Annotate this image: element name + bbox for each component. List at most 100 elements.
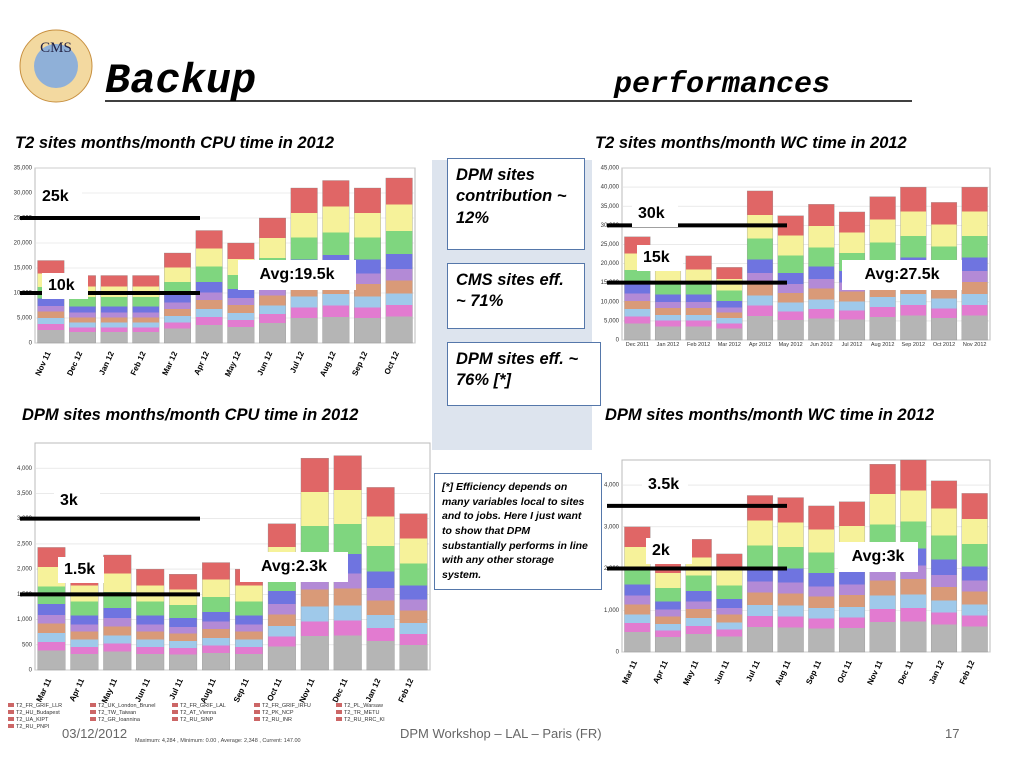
- x-tick-label: Nov 11: [34, 350, 53, 378]
- callout: DPM sites eff. ~ 76% [*]: [447, 342, 601, 406]
- x-tick-label: Mar 2012: [718, 342, 741, 348]
- x-tick-label: Jun 11: [133, 677, 152, 704]
- x-tick-label: Jun 12: [255, 350, 274, 377]
- legend-entry: T2_RU_INR: [254, 717, 336, 723]
- callout: DPM sites contribution ~ 12%: [447, 158, 585, 250]
- y-tick-label: 500: [22, 642, 33, 648]
- x-tick-label: Apr 11: [651, 659, 670, 685]
- bar: [746, 495, 774, 653]
- y-tick-label: 3,000: [604, 524, 620, 530]
- x-tick-label: May 11: [100, 677, 119, 705]
- bar: [777, 215, 804, 341]
- y-tick-label: 2,000: [17, 567, 33, 573]
- y-tick-label: 20,000: [601, 261, 620, 267]
- x-tick-label: May 11: [681, 659, 700, 687]
- footer-date: 03/12/2012: [62, 726, 128, 741]
- y-tick-label: 35,000: [14, 166, 33, 172]
- reference-label-box: [42, 273, 88, 299]
- y-tick-label: 30,000: [14, 191, 33, 197]
- x-tick-label: Oct 11: [836, 659, 855, 685]
- reference-label: 3k: [60, 492, 78, 509]
- x-tick-label: Oct 2012: [933, 342, 955, 348]
- x-tick-label: Sep 2012: [902, 342, 926, 348]
- x-tick-label: Jun 11: [712, 659, 731, 686]
- bar: [227, 242, 255, 344]
- bar: [685, 255, 712, 341]
- average-box: [838, 542, 918, 572]
- footer-center: DPM Workshop – LAL – Paris (FR): [400, 726, 602, 741]
- x-tick-label: Jul 2012: [842, 342, 863, 348]
- legend-entry: T2_RU_PNPI: [8, 724, 90, 730]
- plot-area: [621, 167, 991, 341]
- reference-label: 30k: [638, 205, 665, 222]
- bar: [366, 487, 395, 671]
- plot-area: [34, 167, 416, 344]
- reference-label-box: [642, 472, 688, 498]
- bar: [624, 526, 651, 653]
- reference-label-box: [637, 245, 683, 271]
- bar: [234, 568, 263, 671]
- x-tick-label: Dec 11: [331, 677, 350, 704]
- legend-entry: T2_FR_GRIF_LAL: [172, 703, 254, 709]
- legend-entry: T2_PL_Warsaw: [336, 703, 418, 709]
- y-tick-label: 5,000: [17, 316, 33, 322]
- reference-label-box: [36, 184, 82, 210]
- y-tick-label: 25,000: [601, 242, 620, 248]
- logo-core: [34, 44, 78, 88]
- legend: T2_FR_GRIF_LLR T2_UK_London_Brunel T2_FR_G…: [8, 703, 418, 730]
- x-tick-label: Dec 2011: [626, 342, 649, 348]
- x-tick-label: Mar 12: [160, 350, 179, 377]
- x-tick-label: Jan 12: [364, 677, 383, 704]
- legend-entry: T2_HU_Budapest: [8, 710, 90, 716]
- x-tick-label: Dec 12: [65, 350, 84, 378]
- reference-label: 2k: [652, 542, 670, 559]
- average-box: [240, 552, 348, 582]
- y-tick-label: 0: [616, 650, 620, 656]
- legend-entry: T2_PK_NCP: [254, 710, 336, 716]
- legend-entry: T2_FR_GRIF_LLR: [8, 703, 90, 709]
- legend-entry: T2_FR_GRIF_IRFU: [254, 703, 336, 709]
- average-label: Avg:3k: [852, 548, 905, 565]
- x-tick-label: Nov 11: [298, 677, 317, 705]
- average-label: Avg:27.5k: [865, 266, 940, 283]
- bar: [716, 267, 743, 341]
- chart-title: T2 sites months/month CPU time in 2012: [15, 134, 334, 152]
- x-tick-label: Feb 2012: [687, 342, 710, 348]
- reference-label: 1.5k: [64, 561, 95, 578]
- bar: [267, 523, 296, 671]
- chart-title: DPM sites months/month WC time in 2012: [605, 406, 934, 424]
- bar: [195, 230, 223, 344]
- x-tick-label: Feb 12: [396, 677, 415, 704]
- bar: [202, 562, 231, 671]
- y-tick-label: 40,000: [601, 185, 620, 191]
- x-tick-label: Jun 2012: [810, 342, 833, 348]
- x-tick-label: Jan 2012: [657, 342, 680, 348]
- reference-label-box: [54, 488, 100, 514]
- reference-label: 15k: [643, 249, 670, 266]
- bar: [838, 501, 866, 653]
- title: Backup: [105, 57, 256, 105]
- x-tick-label: Jul 11: [167, 677, 185, 701]
- chart-title: T2 sites months/month WC time in 2012: [595, 134, 907, 152]
- x-tick-label: Aug 12: [318, 350, 338, 378]
- x-tick-label: Oct 12: [382, 350, 401, 376]
- x-tick-label: Mar 11: [620, 659, 639, 686]
- reference-label-box: [632, 201, 678, 227]
- x-tick-label: Jul 12: [288, 350, 306, 375]
- x-tick-label: Feb 12: [958, 659, 977, 686]
- legend-entry: T2_TW_Taiwan: [90, 710, 172, 716]
- y-tick-label: 1,000: [17, 617, 33, 623]
- legend-entry: T2_GR_Ioannina: [90, 717, 172, 723]
- bar: [808, 505, 835, 653]
- bar: [354, 187, 381, 344]
- y-tick-label: 1,000: [604, 608, 620, 614]
- y-tick-label: 4,000: [604, 483, 620, 489]
- x-tick-label: May 12: [223, 350, 243, 378]
- reference-label: 3.5k: [648, 476, 679, 493]
- legend-entry: T2_RU_SINP: [172, 717, 254, 723]
- chart-title: DPM sites months/month CPU time in 2012: [22, 406, 358, 424]
- x-tick-label: Apr 12: [192, 350, 211, 377]
- subtitle: performances: [613, 68, 830, 102]
- y-tick-label: 5,000: [604, 318, 620, 324]
